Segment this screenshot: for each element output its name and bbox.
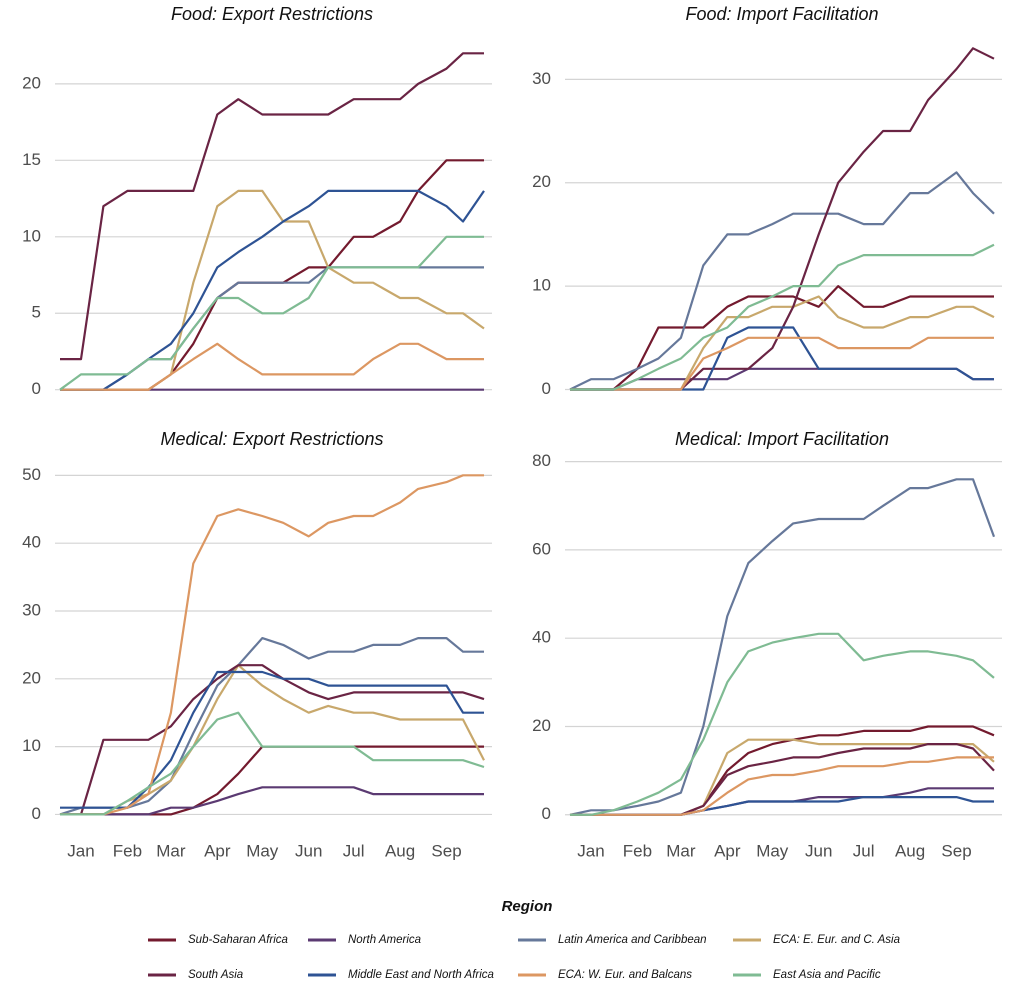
- series-line: [59, 235, 484, 391]
- panel-title: Food: Import Facilitation: [685, 4, 878, 24]
- y-tick-label: 20: [532, 172, 551, 191]
- series-line: [60, 189, 485, 391]
- y-tick-label: 10: [22, 226, 41, 245]
- series-line: [569, 478, 996, 816]
- y-tick-label: 5: [32, 303, 41, 322]
- series-line: [60, 342, 484, 391]
- x-tick-label: May: [246, 841, 279, 860]
- y-tick-label: 15: [22, 150, 41, 169]
- x-tick-label: Aug: [895, 841, 925, 860]
- x-tick-label: Jan: [577, 841, 604, 860]
- series-line: [570, 336, 994, 391]
- series-line: [60, 189, 485, 391]
- x-tick-label: Jul: [343, 841, 365, 860]
- y-tick-label: 10: [22, 736, 41, 755]
- series-line: [60, 664, 485, 816]
- y-tick-label: 0: [542, 804, 551, 823]
- y-tick-label: 20: [22, 73, 41, 92]
- y-tick-label: 0: [542, 379, 551, 398]
- y-tick-label: 40: [22, 533, 41, 552]
- series-line: [570, 295, 995, 391]
- series-line: [60, 266, 484, 391]
- series-line: [60, 159, 484, 391]
- panel-title: Medical: Export Restrictions: [160, 429, 383, 449]
- y-tick-label: 20: [532, 716, 551, 735]
- y-tick-label: 0: [32, 379, 41, 398]
- panel-title: Medical: Import Facilitation: [675, 429, 889, 449]
- x-tick-label: Jan: [67, 841, 94, 860]
- x-tick-label: May: [756, 841, 789, 860]
- y-tick-label: 50: [22, 465, 41, 484]
- x-tick-label: Aug: [385, 841, 415, 860]
- series-line: [570, 243, 995, 391]
- series-line: [570, 743, 995, 816]
- legend-label: Sub-Saharan Africa: [188, 934, 288, 946]
- y-tick-label: 30: [532, 69, 551, 88]
- x-tick-label: Jun: [805, 841, 832, 860]
- y-tick-label: 10: [532, 276, 551, 295]
- legend-label: South Asia: [188, 969, 243, 981]
- y-tick-label: 80: [532, 451, 551, 470]
- series-line: [60, 786, 484, 816]
- x-tick-label: Apr: [714, 841, 741, 860]
- legend-label: Latin America and Caribbean: [558, 934, 707, 946]
- x-tick-label: Sep: [431, 841, 461, 860]
- series-line: [60, 52, 484, 361]
- x-tick-label: Apr: [204, 841, 231, 860]
- x-tick-label: Mar: [666, 841, 696, 860]
- y-tick-label: 30: [22, 600, 41, 619]
- x-tick-label: Feb: [623, 841, 652, 860]
- x-tick-label: Jul: [853, 841, 875, 860]
- y-tick-label: 0: [32, 804, 41, 823]
- series-line: [570, 632, 995, 816]
- series-line: [570, 285, 994, 391]
- series-line: [569, 171, 995, 391]
- legend-label: East Asia and Pacific: [773, 969, 881, 981]
- legend-label: Middle East and North Africa: [348, 969, 494, 981]
- legend-title: Region: [502, 898, 553, 915]
- panel-title: Food: Export Restrictions: [171, 4, 373, 24]
- legend-label: ECA: W. Eur. and Balcans: [558, 969, 692, 981]
- y-tick-label: 20: [22, 668, 41, 687]
- x-tick-label: Feb: [113, 841, 142, 860]
- y-tick-label: 60: [532, 539, 551, 558]
- x-tick-label: Sep: [941, 841, 971, 860]
- series-line: [60, 474, 484, 816]
- series-line: [60, 711, 485, 816]
- x-tick-label: Jun: [295, 841, 322, 860]
- series-line: [570, 756, 994, 816]
- x-tick-label: Mar: [156, 841, 186, 860]
- y-tick-label: 40: [532, 628, 551, 647]
- legend-label: ECA: E. Eur. and C. Asia: [773, 934, 900, 946]
- legend-label: North America: [348, 934, 421, 946]
